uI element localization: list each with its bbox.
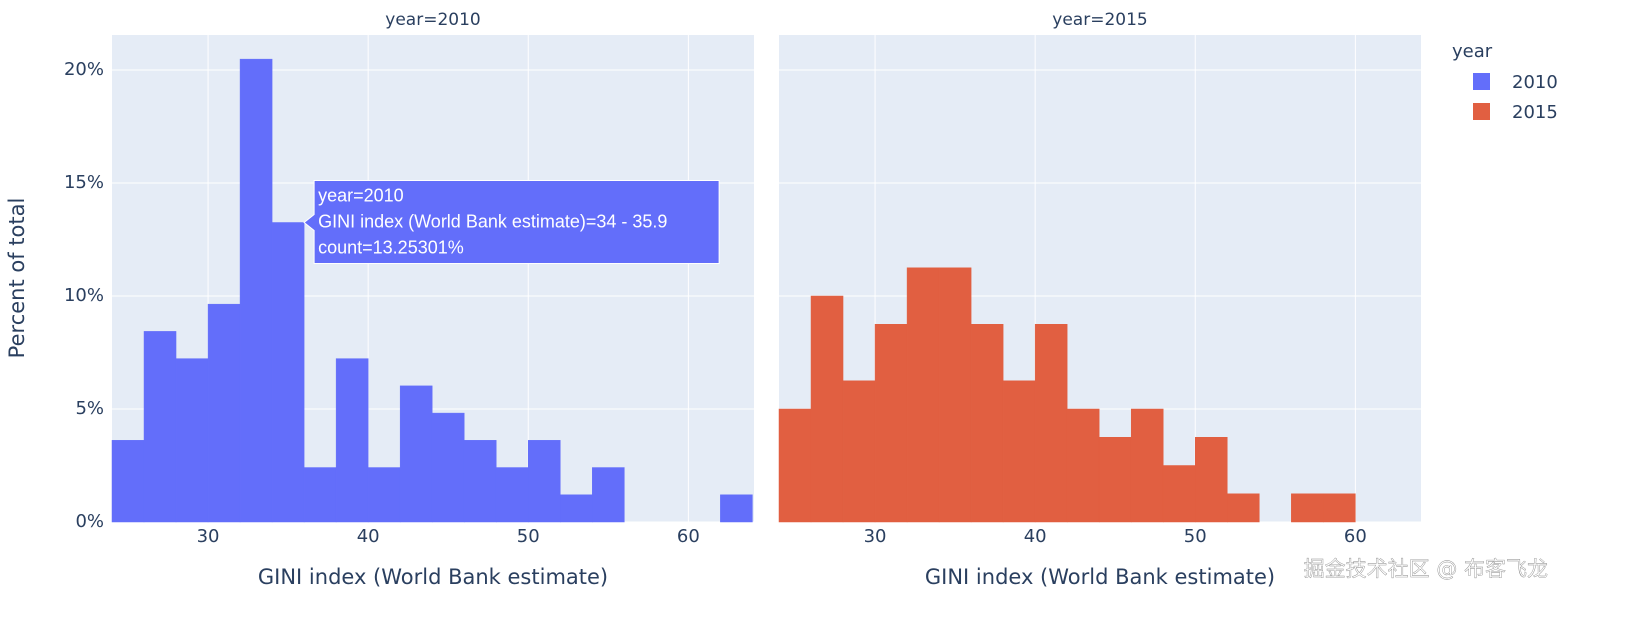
y-tick-label: 10% [64,285,104,306]
bar [874,324,908,523]
bar [938,267,972,523]
bar [175,358,209,523]
tooltip-line: count=13.25301% [318,237,464,257]
bar [239,58,273,523]
bar [528,440,561,523]
tooltip-line: GINI index (World Bank estimate)=34 - 35… [318,211,667,231]
legend-label: 2015 [1512,102,1558,123]
facet-title: year=2010 [385,10,480,30]
bar [335,358,369,523]
x-tick-label: 40 [357,526,380,547]
x-axis-title: GINI index (World Bank estimate) [925,565,1275,589]
y-tick-label: 15% [64,172,104,193]
bar [111,440,145,523]
bar [1195,437,1228,523]
bar [1066,408,1100,523]
tooltip-line: year=2010 [318,185,404,205]
x-tick-label: 60 [677,526,700,547]
bar [906,267,940,523]
bar [143,331,177,523]
bar [431,412,465,523]
x-tick-label: 30 [197,526,220,547]
y-tick-label: 20% [64,59,104,80]
bar [303,467,337,523]
y-tick-label: 5% [75,398,104,419]
bar [842,380,876,523]
bar [778,408,812,523]
y-tick-label: 0% [75,511,104,532]
x-axis-title: GINI index (World Bank estimate) [258,565,608,589]
x-tick-label: 30 [864,526,887,547]
bar [399,385,433,523]
bar [1323,493,1356,523]
bar [810,295,844,523]
legend-swatch [1473,103,1490,120]
bar [495,467,529,523]
bar [1002,380,1036,523]
legend-title: year [1452,41,1493,62]
legend-label: 2010 [1512,72,1558,93]
legend-swatch [1473,73,1490,90]
bar [1227,493,1260,523]
bar [1130,408,1164,523]
x-tick-label: 60 [1344,526,1367,547]
bar [592,467,625,523]
bar [1034,324,1068,523]
bar [970,324,1004,523]
watermark: 掘金技术社区 @ 布客飞龙 [1304,557,1548,581]
bar [1291,493,1324,523]
bar [1162,465,1196,523]
bar [1098,437,1132,523]
x-tick-label: 50 [1184,526,1207,547]
bar [463,440,497,523]
x-tick-label: 50 [517,526,540,547]
bar [720,494,753,523]
x-tick-label: 40 [1024,526,1047,547]
y-axis-title: Percent of total [5,198,29,359]
facet-title: year=2015 [1052,10,1147,30]
bar [271,222,305,523]
tooltip-box [303,180,720,265]
tooltip: year=2010 GINI index (World Bank estimate… [303,180,720,265]
bar [367,467,401,523]
bar [207,303,241,523]
bar [560,494,593,523]
